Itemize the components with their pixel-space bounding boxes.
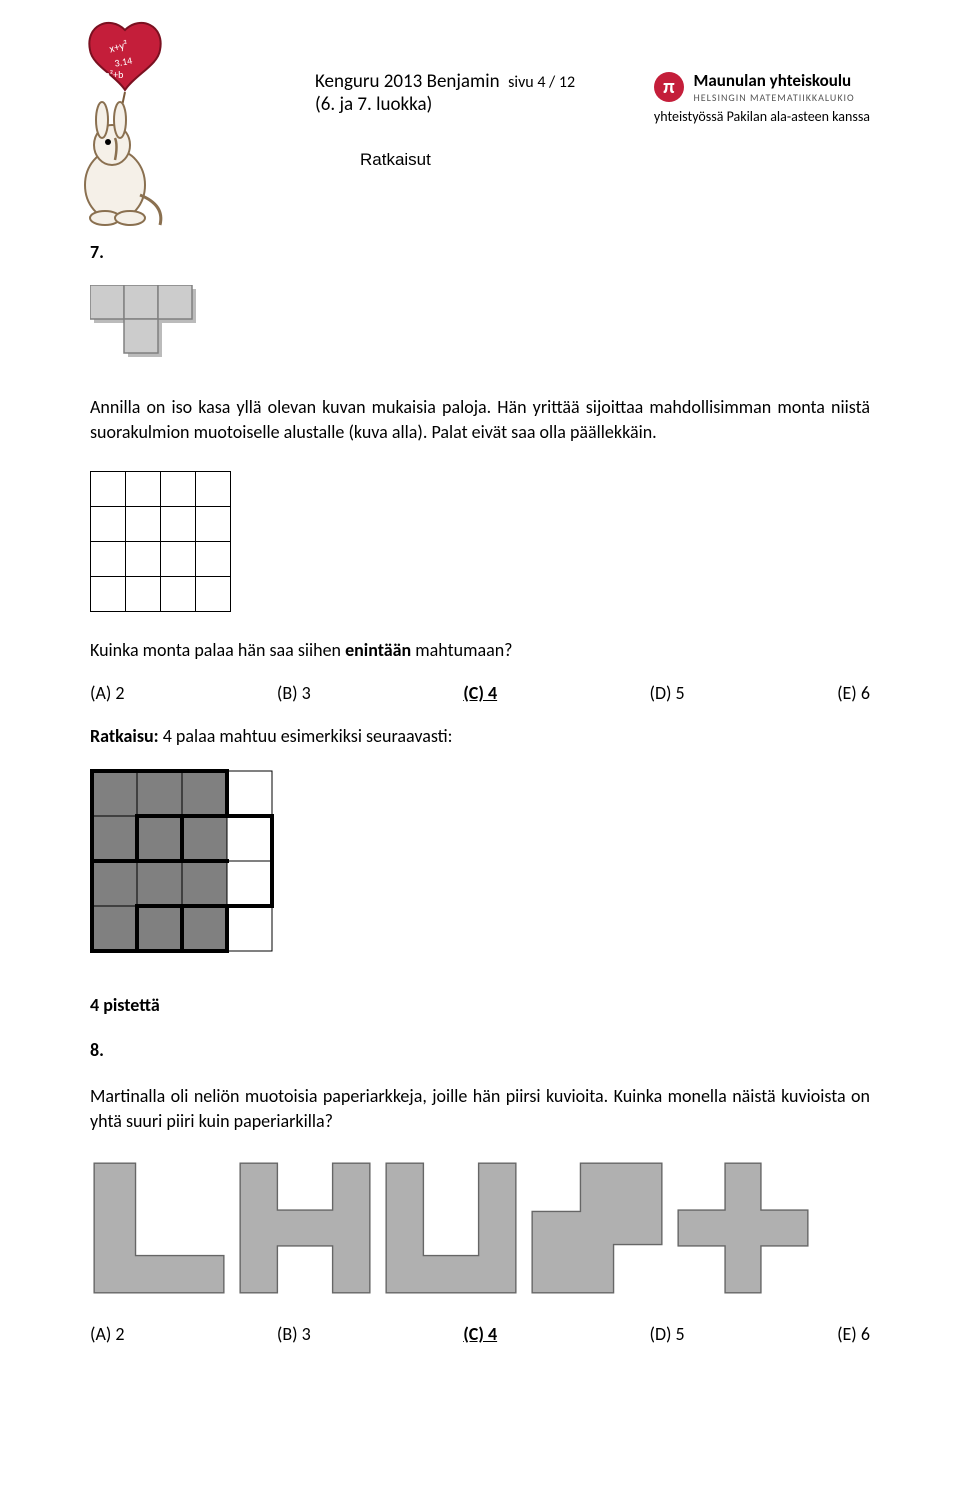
q7-piece-figure xyxy=(90,285,870,365)
q7-options: (A) 2 (B) 3 (C) 4 (D) 5 (E) 6 xyxy=(90,681,870,706)
q7-empty-grid xyxy=(90,471,870,613)
cooperation-line: yhteistyössä Pakilan ala-asteen kanssa xyxy=(654,108,870,125)
q7-text1: Annilla on iso kasa yllä olevan kuvan mu… xyxy=(90,395,870,445)
q8-shapes-row xyxy=(90,1159,870,1297)
q8-option-d: (D) 5 xyxy=(650,1322,685,1347)
school-logo: π Maunulan yhteiskoulu HELSINGIN MATEMAT… xyxy=(654,70,870,125)
page: x+y² 3.14 a²+b xyxy=(0,0,960,1422)
q8-option-c: (C) 4 xyxy=(463,1322,497,1347)
header-title: Kenguru 2013 Benjamin sivu 4 / 12 (6. ja… xyxy=(315,70,575,116)
q7-option-c: (C) 4 xyxy=(463,681,497,706)
q7-option-b: (B) 3 xyxy=(277,681,311,706)
header: x+y² 3.14 a²+b xyxy=(90,40,870,240)
pi-icon: π xyxy=(654,72,684,102)
q8-option-b: (B) 3 xyxy=(277,1322,311,1347)
q8-option-e: (E) 6 xyxy=(837,1322,870,1347)
shape-H xyxy=(236,1159,374,1297)
q8-number: 8. xyxy=(90,1038,870,1063)
q8-text: Martinalla oli neliön muotoisia paperiar… xyxy=(90,1084,870,1134)
q7-option-e: (E) 6 xyxy=(837,681,870,706)
q7-solved-grid xyxy=(90,769,870,953)
q8-option-a: (A) 2 xyxy=(90,1322,125,1347)
q7-number: 7. xyxy=(90,240,870,265)
school-subtitle: HELSINGIN MATEMATIIKKALUKIO xyxy=(694,91,855,104)
shape-step xyxy=(528,1159,666,1297)
page-subtitle: Ratkaisut xyxy=(360,150,431,170)
title-sub: (6. ja 7. luokka) xyxy=(315,93,575,116)
shape-U xyxy=(382,1159,520,1297)
section-4-points: 4 pistettä xyxy=(90,993,870,1018)
q7-option-d: (D) 5 xyxy=(650,681,685,706)
q7-option-a: (A) 2 xyxy=(90,681,125,706)
kangaroo-logo: x+y² 3.14 a²+b xyxy=(60,20,190,230)
shape-plus xyxy=(674,1159,812,1297)
q8-options: (A) 2 (B) 3 (C) 4 (D) 5 (E) 6 xyxy=(90,1322,870,1347)
title-main: Kenguru 2013 Benjamin xyxy=(315,70,500,93)
q7-text2: Kuinka monta palaa hän saa siihen enintä… xyxy=(90,638,870,663)
svg-text:a²+b: a²+b xyxy=(105,68,123,81)
shape-L xyxy=(90,1159,228,1297)
q7-solution-line: Ratkaisu: 4 palaa mahtuu esimerkiksi seu… xyxy=(90,724,870,749)
content: 7. Annilla on iso kasa yllä olevan ku xyxy=(90,240,870,1347)
school-name: Maunulan yhteiskoulu xyxy=(694,70,855,91)
title-page: sivu 4 / 12 xyxy=(508,73,575,92)
